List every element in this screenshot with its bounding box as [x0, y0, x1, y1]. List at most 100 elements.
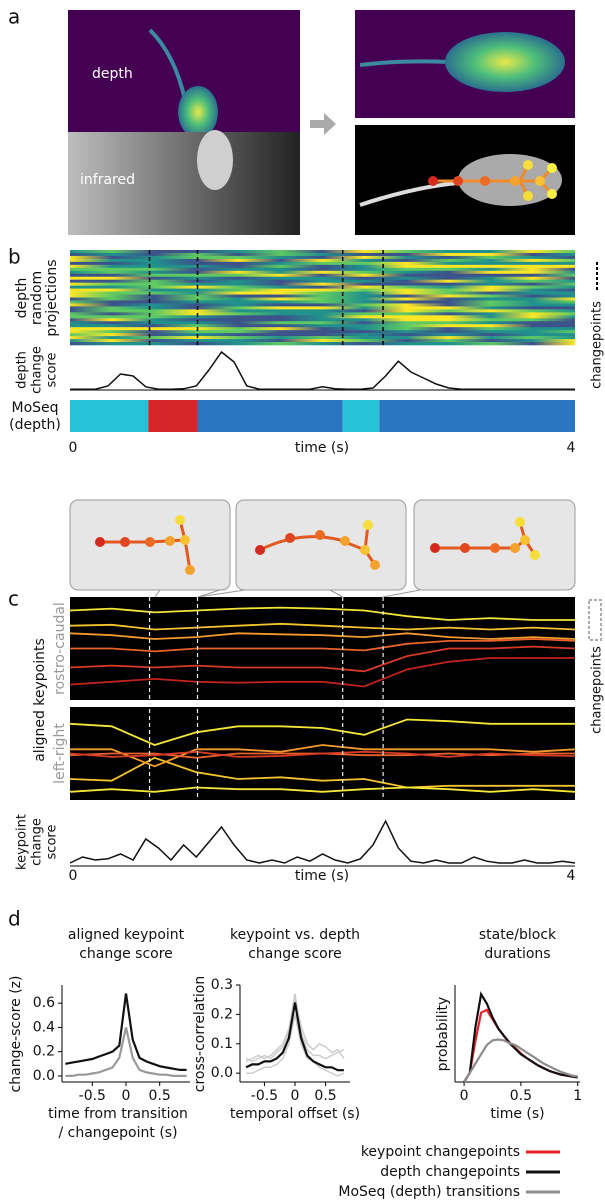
- chart-title: change score: [79, 946, 173, 962]
- y-axis-label: cross-correlation: [192, 976, 208, 1092]
- y-tick-label: 0.0: [211, 1065, 233, 1081]
- series-line: [245, 999, 345, 1063]
- heatmap-row: [70, 258, 575, 263]
- heatmap-row: [70, 309, 575, 313]
- chart-title: keypoint vs. depth: [230, 927, 360, 943]
- x-tick-label: 0.5: [149, 1088, 171, 1104]
- axis-label: change: [30, 818, 45, 866]
- x-axis-label: temporal offset (s): [230, 1106, 360, 1122]
- axis-label: aligned keypoints: [32, 638, 48, 762]
- state-segment: [197, 400, 343, 432]
- heatmap-row: [70, 297, 575, 301]
- x-tick-label: 4: [567, 440, 576, 456]
- keypoint-trace: [69, 606, 575, 621]
- chart-title: state/block: [479, 927, 557, 943]
- y-tick-label: 0.1: [211, 1036, 233, 1052]
- heatmap-row: [70, 321, 575, 325]
- series-line: [246, 1014, 345, 1077]
- x-tick-label: 4: [567, 868, 576, 884]
- series-line: [463, 1038, 578, 1083]
- image-label: depth: [92, 66, 133, 82]
- heatmap-row: [70, 339, 575, 343]
- y-tick-label: 0.0: [33, 1068, 55, 1084]
- x-axis-label: time from transition: [48, 1106, 188, 1122]
- changepoints-label: changepoints: [590, 646, 605, 734]
- score-line: [69, 819, 576, 864]
- axis-label: projections: [44, 259, 60, 336]
- panel-label: a: [8, 5, 20, 29]
- panel-label: d: [8, 907, 21, 931]
- keypoint-trace: [69, 632, 576, 640]
- legend-label: depth changepoints: [380, 1164, 520, 1180]
- track-label: MoSeq: [11, 400, 58, 416]
- axis-label: score: [45, 353, 60, 388]
- x-axis-label: time (s): [295, 868, 349, 884]
- legend-sample: [588, 599, 602, 641]
- image-label: infrared: [80, 172, 135, 188]
- x-tick-label: -0.5: [251, 1088, 278, 1104]
- keypoint-trace: [69, 657, 575, 688]
- heatmap-row: [70, 327, 575, 331]
- axis-label: score: [45, 825, 60, 860]
- x-axis-label: / changepoint (s): [58, 1125, 177, 1141]
- heatmap-row: [70, 330, 575, 334]
- keypoint-trace: [69, 645, 576, 673]
- heatmap-row: [70, 261, 575, 266]
- series-line: [463, 991, 578, 1083]
- heatmap-row: [70, 270, 575, 275]
- heatmap-row: [70, 294, 575, 298]
- series-line: [65, 993, 187, 1071]
- x-tick-label: 0.5: [314, 1088, 336, 1104]
- heatmap-row: [70, 306, 575, 310]
- heatmap-row: [70, 333, 575, 337]
- heatmap-row: [70, 267, 575, 272]
- heatmap-row: [70, 282, 575, 286]
- heatmap-row: [70, 273, 575, 278]
- series-line: [245, 993, 345, 1063]
- heatmap-row: [70, 255, 575, 260]
- panel-a-images: depth infrared: [68, 10, 575, 235]
- heatmap-row: [70, 303, 575, 307]
- axis-label: change: [30, 346, 45, 394]
- heatmap-row: [70, 252, 575, 257]
- y-tick-label: 0.3: [211, 977, 233, 993]
- keypoint-trace: [69, 756, 575, 789]
- track-label: (depth): [9, 417, 61, 433]
- keypoint-trace: [69, 786, 576, 793]
- heatmap-row: [70, 250, 575, 254]
- keypoint-trace: [70, 744, 576, 768]
- x-tick-label: 0: [291, 1088, 300, 1104]
- heatmap-row: [70, 336, 575, 340]
- y-tick-label: 0.2: [211, 1006, 233, 1022]
- score-line: [70, 350, 575, 390]
- heatmap-row: [70, 291, 575, 295]
- state-segment: [342, 400, 380, 432]
- heatmap-row: [70, 264, 575, 269]
- x-tick-label: 0: [69, 440, 78, 456]
- x-axis-label: time (s): [490, 1106, 544, 1122]
- axis-label: depth: [14, 278, 30, 319]
- keypoint-trace: [69, 750, 576, 758]
- panel-label: b: [8, 245, 21, 269]
- legend-label: MoSeq (depth) transitions: [338, 1184, 520, 1200]
- axis-label: depth: [15, 351, 30, 389]
- heatmap-row: [70, 300, 575, 304]
- axis-label: keypoint: [15, 814, 30, 870]
- panel-sublabel: left-right: [52, 723, 68, 784]
- heatmap-row: [70, 315, 575, 319]
- heatmap-row: [70, 276, 575, 280]
- legend-label: keypoint changepoints: [361, 1144, 520, 1160]
- x-tick-label: 0: [460, 1088, 469, 1104]
- x-tick-label: 1: [573, 1088, 582, 1104]
- y-axis-label: probability: [435, 997, 451, 1072]
- chart-title: durations: [484, 946, 550, 962]
- panel-label: c: [8, 587, 19, 611]
- pose-callouts: [69, 499, 576, 598]
- state-segment: [379, 400, 575, 432]
- state-segment: [148, 400, 198, 432]
- x-axis-label: time (s): [295, 440, 349, 456]
- state-segment: [70, 400, 149, 432]
- x-tick-label: 0: [122, 1088, 131, 1104]
